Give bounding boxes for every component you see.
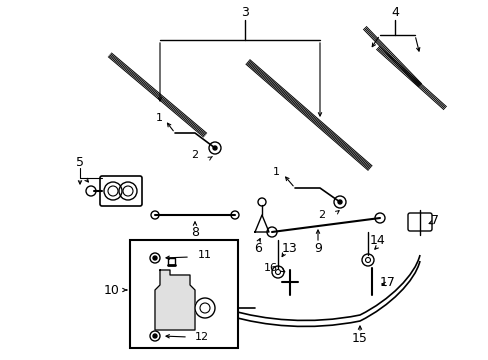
Bar <box>130 240 238 348</box>
Text: 14: 14 <box>369 234 385 247</box>
Text: 5: 5 <box>76 156 84 168</box>
Text: 11: 11 <box>198 250 212 260</box>
Text: 8: 8 <box>191 225 199 239</box>
Text: 16: 16 <box>264 263 278 273</box>
Polygon shape <box>155 270 195 330</box>
Text: 13: 13 <box>282 242 297 255</box>
FancyBboxPatch shape <box>100 176 142 206</box>
Circle shape <box>213 146 217 150</box>
Text: 15: 15 <box>351 332 367 345</box>
Text: 10: 10 <box>104 284 120 297</box>
Text: 3: 3 <box>241 5 248 18</box>
Text: 1: 1 <box>272 167 280 177</box>
Circle shape <box>153 334 157 338</box>
Text: 12: 12 <box>195 332 209 342</box>
Circle shape <box>153 256 157 260</box>
Circle shape <box>195 298 215 318</box>
Text: 2: 2 <box>318 210 325 220</box>
Text: 6: 6 <box>254 242 262 255</box>
Text: 1: 1 <box>156 113 163 123</box>
Circle shape <box>337 200 341 204</box>
Text: 4: 4 <box>390 5 398 18</box>
Text: 17: 17 <box>379 275 395 288</box>
Text: 7: 7 <box>430 213 438 226</box>
Text: 2: 2 <box>191 150 198 160</box>
Text: 9: 9 <box>313 242 321 255</box>
FancyBboxPatch shape <box>407 213 431 231</box>
